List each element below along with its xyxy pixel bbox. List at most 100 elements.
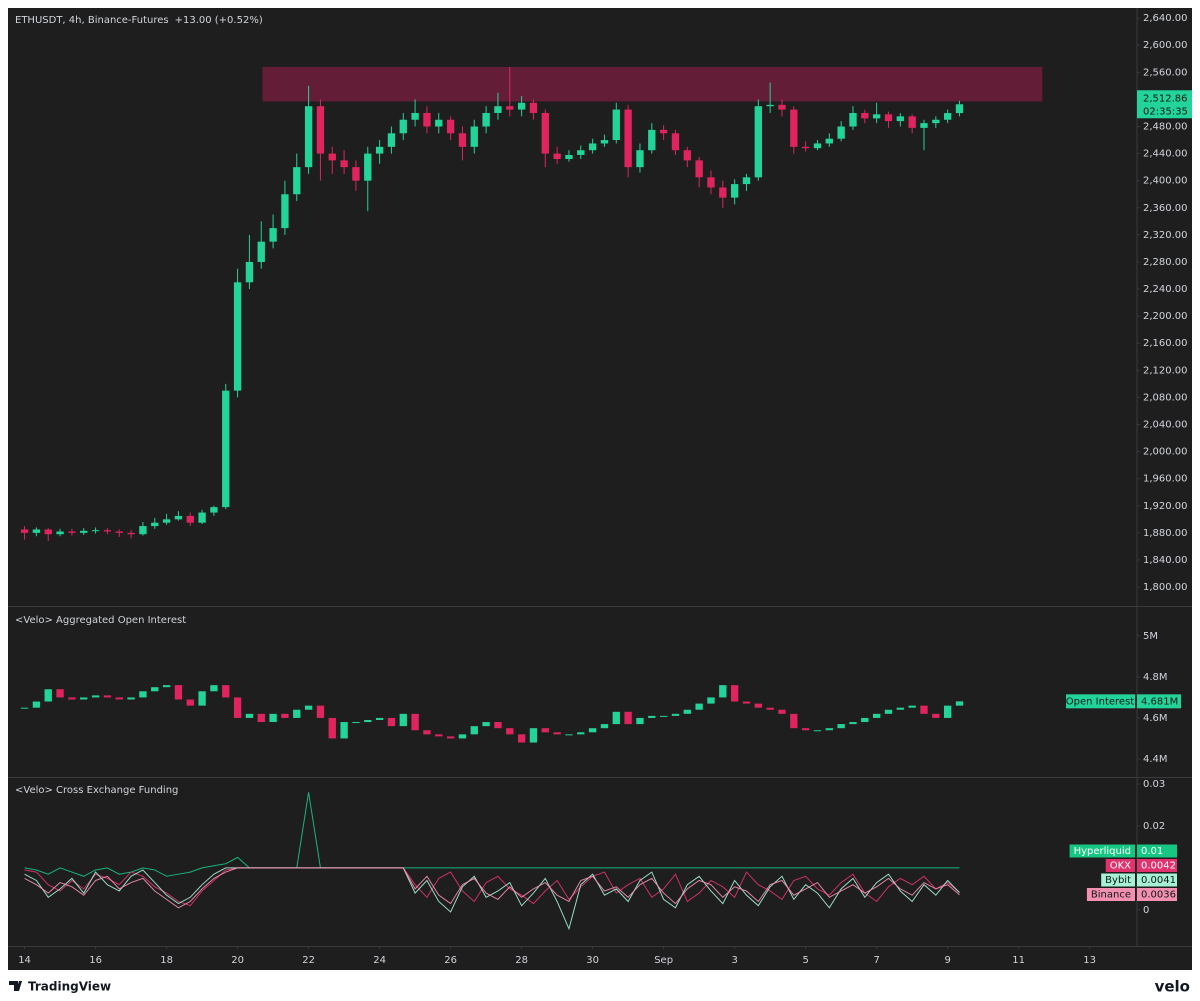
candle-body xyxy=(399,119,407,134)
candle-body xyxy=(293,167,301,195)
oi-bar xyxy=(44,689,52,702)
oi-bar xyxy=(20,707,29,709)
x-tick-label: 9 xyxy=(944,955,950,966)
y-tick-label: 2,160.00 xyxy=(1143,338,1188,349)
oi-bar xyxy=(482,722,490,727)
candle-body xyxy=(932,119,940,124)
y-tick-label: 1,800.00 xyxy=(1143,582,1188,593)
candle-body xyxy=(139,526,147,535)
candle-body xyxy=(411,112,419,120)
oi-bar xyxy=(943,705,952,718)
x-tick-label: 30 xyxy=(586,955,599,966)
legend-item: OKX 0.0042 xyxy=(1105,859,1177,872)
y-tick-label: 1,840.00 xyxy=(1143,555,1188,566)
resistance-zone xyxy=(262,66,1043,102)
candle-body xyxy=(790,109,798,147)
oi-bar xyxy=(364,719,372,723)
legend-value-box xyxy=(1137,888,1177,901)
oi-bar xyxy=(198,691,206,706)
oi-bar xyxy=(316,705,325,718)
candle-body xyxy=(920,123,928,128)
candle-body xyxy=(553,153,561,160)
candle-body xyxy=(233,282,242,391)
oi-bar xyxy=(269,713,277,723)
candle-body xyxy=(541,112,549,154)
x-tick-label: 3 xyxy=(731,955,737,966)
oi-bar xyxy=(908,705,916,708)
oi-bar xyxy=(304,705,313,710)
candle-body xyxy=(68,531,76,533)
symbol-header: ETHUSDT, 4h, Binance-Futures +13.00 (+0.5… xyxy=(15,15,263,26)
candle-body xyxy=(719,187,727,198)
candle-body xyxy=(91,530,100,532)
x-tick-label: 13 xyxy=(1083,955,1096,966)
oi-bar xyxy=(884,709,893,714)
oi-bar xyxy=(80,697,88,700)
pane-title: <Velo> Aggregated Open Interest xyxy=(15,615,186,626)
oi-bar xyxy=(293,709,301,718)
candle-body xyxy=(103,530,112,532)
candle-body xyxy=(174,515,183,520)
candle-body xyxy=(754,106,762,178)
y-tick-label: 2,480.00 xyxy=(1143,122,1188,133)
x-tick-label: 14 xyxy=(18,955,31,966)
oi-bar xyxy=(790,713,798,729)
candle-body xyxy=(778,104,786,110)
oi-bar xyxy=(671,713,680,716)
oi-bar xyxy=(600,724,609,729)
oi-bar xyxy=(707,697,715,704)
price-tag-box xyxy=(1137,90,1192,119)
oi-bar xyxy=(91,695,100,698)
candle-body xyxy=(636,150,644,168)
pane-title: <Velo> Cross Exchange Funding xyxy=(15,785,178,796)
candle-body xyxy=(955,104,964,114)
candle-body xyxy=(387,133,396,147)
candle-body xyxy=(446,119,455,134)
oi-bar xyxy=(340,722,348,739)
legend-value-box xyxy=(1137,859,1177,872)
legend-value: 0.0042 xyxy=(1141,861,1176,872)
candle-body xyxy=(328,153,336,161)
candle-body xyxy=(742,177,751,185)
candle-body xyxy=(801,146,810,149)
candle-body xyxy=(577,150,585,155)
oi-bar xyxy=(624,711,632,725)
y-tick-label: 1,880.00 xyxy=(1143,528,1188,539)
price-tag-label: 2,512.86 xyxy=(1143,93,1188,104)
candles xyxy=(20,685,964,743)
oi-bar xyxy=(577,732,585,735)
oi-bar xyxy=(458,734,467,739)
oi-bar xyxy=(210,685,218,692)
candle-body xyxy=(245,261,254,283)
oi-bar xyxy=(872,713,881,718)
oi-bar xyxy=(375,717,384,720)
oi-bar xyxy=(837,724,845,729)
oi-bar xyxy=(233,697,242,718)
legend-value-box xyxy=(1137,873,1177,887)
price-change: +13.00 (+0.52%) xyxy=(175,15,263,26)
candle-body xyxy=(340,160,348,168)
candle-body xyxy=(281,194,289,229)
candle-body xyxy=(861,112,869,119)
oi-bar xyxy=(588,728,597,733)
candle-body xyxy=(470,126,478,147)
oi-bar xyxy=(115,697,123,700)
oi-bar xyxy=(281,713,289,718)
candle-body xyxy=(707,177,715,188)
tradingview-logo: TradingView xyxy=(9,980,111,994)
oi-bar xyxy=(659,715,668,717)
candles xyxy=(20,66,964,541)
candle-body xyxy=(730,184,739,198)
oi-bar xyxy=(257,713,265,723)
candle-body xyxy=(600,140,609,144)
brand: TradingView xyxy=(28,980,111,994)
legend-item: Hyperliquid 0.01 xyxy=(1069,844,1177,858)
oi-bar xyxy=(849,722,857,725)
y-tick-label: 2,120.00 xyxy=(1143,365,1188,376)
oi-value: 4.681M xyxy=(1141,696,1178,707)
x-tick-label: 28 xyxy=(515,955,528,966)
candle-body xyxy=(269,228,277,242)
x-tick-label: 20 xyxy=(231,955,244,966)
candle-body xyxy=(482,112,490,127)
